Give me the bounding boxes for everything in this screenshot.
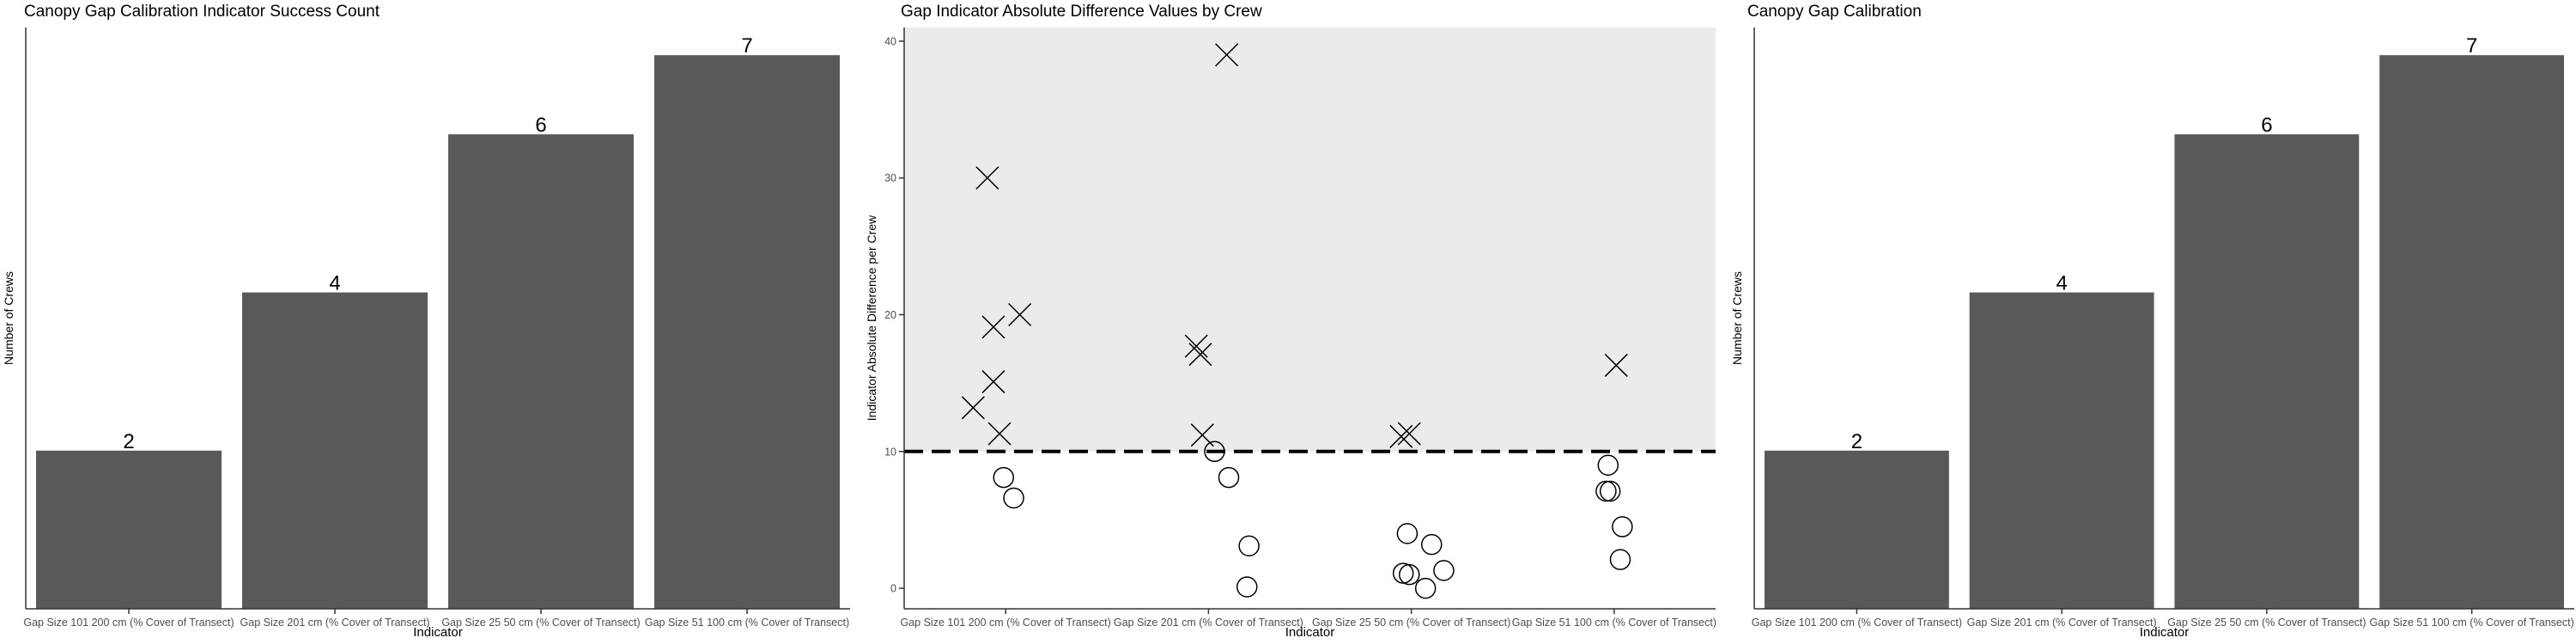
bar-value-label: 6 bbox=[2261, 113, 2272, 137]
circle-marker-point bbox=[1599, 480, 1621, 502]
bar bbox=[1969, 292, 2154, 609]
x-tick-label: Gap Size 201 cm (% Cover of Transect) bbox=[1967, 617, 2157, 629]
x-axis-title: Indicator bbox=[2140, 625, 2190, 640]
circle-marker-point bbox=[1612, 516, 1633, 538]
circle-marker-point bbox=[993, 466, 1015, 489]
y-axis-title: Number of Crews bbox=[2, 271, 15, 365]
left-chart-title: Canopy Gap Calibration Indicator Success… bbox=[24, 3, 380, 21]
bar bbox=[1764, 450, 1949, 609]
x-marker-point bbox=[1188, 343, 1212, 367]
y-tick-label: 0 bbox=[890, 583, 896, 595]
bar bbox=[654, 55, 840, 609]
x-axis-title: Indicator bbox=[413, 625, 463, 640]
right-chart-title: Canopy Gap Calibration bbox=[1747, 3, 1922, 21]
right-bar-chart: 2 Gap Size 101 200 cm (% Cover of Transec… bbox=[1730, 27, 2574, 640]
bar-value-label: 6 bbox=[535, 113, 546, 137]
x-marker-point bbox=[987, 422, 1012, 446]
x-marker-point bbox=[1604, 353, 1628, 377]
x-tick-label: Gap Size 25 50 cm (% Cover of Transect) bbox=[1312, 617, 1510, 629]
x-marker-point bbox=[1184, 334, 1208, 358]
x-tick-label: Gap Size 101 200 cm (% Cover of Transect… bbox=[901, 617, 1111, 629]
bar bbox=[36, 450, 222, 609]
x-marker-point bbox=[961, 396, 985, 420]
bar-value-label: 7 bbox=[2466, 34, 2477, 58]
bar bbox=[242, 292, 428, 609]
circle-marker-point bbox=[1003, 487, 1024, 509]
middle-scatter-chart: 0 10 20 30 40 Gap Size 101 200 cm (% Cover of… bbox=[865, 27, 1716, 640]
x-marker-point bbox=[1397, 422, 1421, 446]
bar-value-label: 2 bbox=[123, 430, 134, 453]
x-marker-point bbox=[981, 315, 1005, 339]
circle-marker-point bbox=[1609, 549, 1631, 570]
x-tick-label: Gap Size 51 100 cm (% Cover of Transect) bbox=[1512, 617, 1716, 629]
x-axis-title: Indicator bbox=[1285, 625, 1335, 640]
x-marker-point bbox=[1389, 424, 1413, 448]
circle-marker-point bbox=[1595, 480, 1617, 502]
middle-chart-title: Gap Indicator Absolute Difference Values… bbox=[901, 3, 1262, 21]
x-tick-label: Gap Size 25 50 cm (% Cover of Transect) bbox=[441, 617, 640, 629]
x-tick-label: Gap Size 51 100 cm (% Cover of Transect) bbox=[2369, 617, 2573, 629]
shaded-region-above-threshold bbox=[904, 27, 1716, 452]
bar bbox=[2379, 55, 2565, 609]
x-marker-point bbox=[1008, 302, 1032, 327]
y-tick-label: 40 bbox=[884, 35, 896, 47]
bar-value-label: 7 bbox=[741, 34, 752, 58]
circle-marker-point bbox=[1238, 535, 1260, 556]
x-marker-point bbox=[975, 166, 999, 190]
bar-value-label: 4 bbox=[329, 272, 340, 295]
circle-marker-point bbox=[1399, 563, 1420, 586]
bar-value-label: 2 bbox=[1851, 430, 1862, 453]
circle-marker-point bbox=[1218, 466, 1240, 489]
left-bar-chart: 2 Gap Size 101 200 cm (% Cover of Transec… bbox=[2, 27, 850, 640]
circle-marker-point bbox=[1396, 523, 1419, 544]
circle-marker-point bbox=[1433, 560, 1455, 581]
circle-marker-point bbox=[1414, 577, 1437, 599]
bar bbox=[2174, 134, 2360, 610]
x-tick-label: Gap Size 201 cm (% Cover of Transect) bbox=[1114, 617, 1303, 629]
bar-value-label: 4 bbox=[2056, 272, 2067, 295]
x-tick-label: Gap Size 25 50 cm (% Cover of Transect) bbox=[2167, 617, 2366, 629]
y-axis-title: Indicator Absolute Difference per Crew bbox=[865, 215, 878, 421]
x-tick-label: Gap Size 201 cm (% Cover of Transect) bbox=[240, 617, 430, 629]
x-marker-point bbox=[981, 370, 1005, 394]
x-marker-point bbox=[1215, 43, 1239, 67]
circle-marker-point bbox=[1597, 454, 1619, 476]
circle-marker-point bbox=[1204, 440, 1225, 463]
y-tick-label: 10 bbox=[884, 446, 896, 458]
y-tick-label: 20 bbox=[884, 309, 896, 321]
y-axis-title: Number of Crews bbox=[1730, 271, 1744, 365]
circle-marker-point bbox=[1421, 533, 1443, 556]
x-tick-label: Gap Size 51 100 cm (% Cover of Transect) bbox=[645, 617, 849, 629]
circle-marker-point bbox=[1236, 576, 1258, 598]
x-tick-label: Gap Size 101 200 cm (% Cover of Transect… bbox=[23, 617, 234, 629]
bar bbox=[448, 134, 634, 610]
y-tick-label: 30 bbox=[884, 173, 896, 185]
x-tick-label: Gap Size 101 200 cm (% Cover of Transect… bbox=[1752, 617, 1962, 629]
